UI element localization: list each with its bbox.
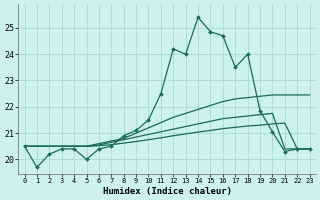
X-axis label: Humidex (Indice chaleur): Humidex (Indice chaleur) (103, 187, 232, 196)
